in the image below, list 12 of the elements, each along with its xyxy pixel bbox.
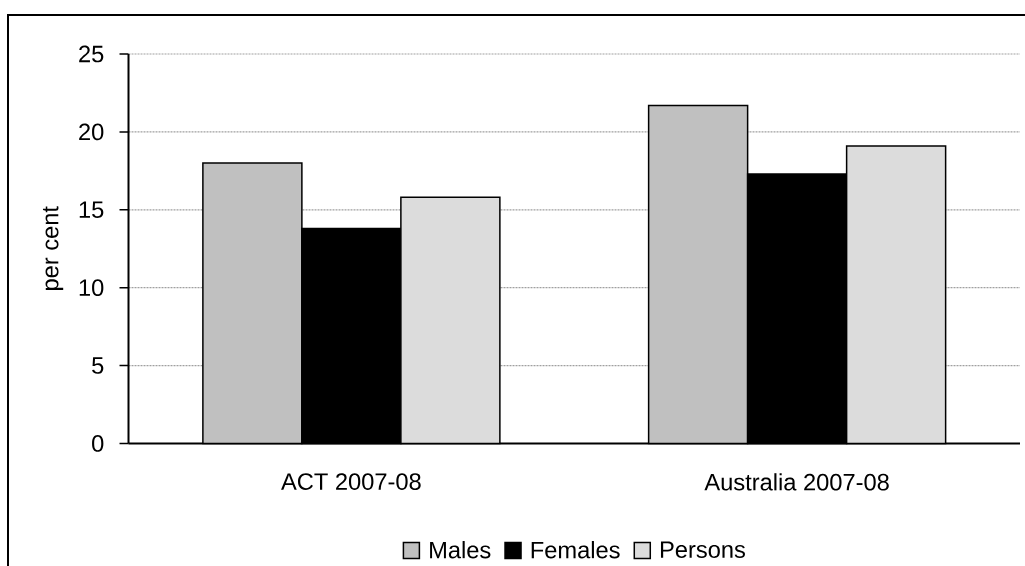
x-tick-label: ACT 2007-08: [281, 473, 421, 490]
y-axis-title: per cent: [42, 206, 64, 290]
y-tick-label: 25: [79, 45, 104, 63]
y-tick-label: 5: [92, 357, 104, 374]
y-tick-label: 20: [79, 123, 104, 141]
y-tick-label: 10: [79, 279, 104, 297]
legend-label: Persons: [660, 541, 745, 558]
y-tick-label: 0: [92, 435, 104, 452]
x-tick-label: Australia 2007-08: [704, 473, 889, 491]
legend-label: Males: [430, 541, 491, 559]
y-tick-label: 15: [79, 201, 104, 219]
legend-label: Females: [531, 541, 620, 559]
